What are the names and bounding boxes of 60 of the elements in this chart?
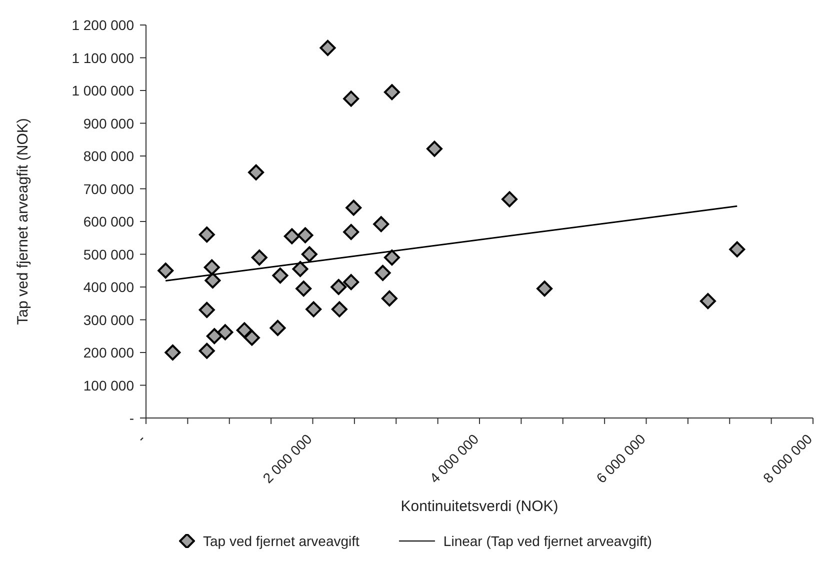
point xyxy=(343,224,360,240)
x-tick-label: 4 000 000 xyxy=(426,430,482,486)
point xyxy=(374,264,391,281)
y-tick-label: 200 000 xyxy=(83,344,134,360)
y-tick-label: 600 000 xyxy=(83,214,134,230)
point xyxy=(236,322,252,338)
y-tick-label: 1 200 000 xyxy=(72,17,134,33)
point xyxy=(206,328,222,344)
point xyxy=(198,226,215,243)
point xyxy=(331,301,348,318)
point xyxy=(700,293,716,310)
legend-label: Tap ved fjernet arveavgift xyxy=(202,533,360,549)
point xyxy=(204,259,220,276)
point xyxy=(292,260,308,277)
point xyxy=(729,241,746,258)
y-tick-label: 1 100 000 xyxy=(72,50,134,66)
point xyxy=(296,280,312,297)
legend-label: Linear (Tap ved fjernet arveavgift) xyxy=(442,533,652,549)
point xyxy=(373,216,390,232)
point xyxy=(297,227,314,244)
point xyxy=(536,280,553,297)
point xyxy=(381,290,398,306)
y-axis-title: Tap ved fjernet arveagfit (NOK) xyxy=(14,118,32,325)
point xyxy=(251,250,268,266)
y-tick-label: 800 000 xyxy=(83,148,134,164)
point xyxy=(301,246,318,262)
point xyxy=(426,140,442,157)
point xyxy=(343,90,360,107)
y-tick-label: 100 000 xyxy=(83,377,134,394)
y-tick-label: 300 000 xyxy=(83,312,134,328)
point xyxy=(204,272,221,288)
point xyxy=(320,40,336,56)
point xyxy=(198,342,215,359)
point xyxy=(248,164,264,180)
point xyxy=(384,250,400,266)
point xyxy=(244,330,260,346)
point xyxy=(270,320,286,336)
x-tick-label: 6 000 000 xyxy=(593,430,649,486)
point xyxy=(164,344,181,360)
y-tick-label: 900 000 xyxy=(83,115,134,132)
point xyxy=(217,324,234,340)
y-tick-label: - xyxy=(129,410,134,426)
point xyxy=(198,302,215,318)
y-tick-label: 500 000 xyxy=(83,246,134,262)
x-tick-label: 8 000 000 xyxy=(760,430,816,486)
x-tick-label: - xyxy=(134,430,148,446)
x-tick-label: 2 000 000 xyxy=(260,430,316,486)
point xyxy=(306,301,322,318)
point xyxy=(346,200,362,216)
x-axis-title: Kontinuitetsverdi (NOK) xyxy=(400,498,558,515)
y-tick-label: 700 000 xyxy=(83,180,134,197)
y-tick-label: 1 000 000 xyxy=(72,82,134,98)
y-tick-label: 400 000 xyxy=(83,279,134,295)
point xyxy=(284,228,300,244)
point xyxy=(343,274,360,290)
point xyxy=(384,84,400,100)
point xyxy=(272,268,288,284)
point xyxy=(330,279,347,295)
point xyxy=(502,191,518,208)
point xyxy=(158,262,174,279)
